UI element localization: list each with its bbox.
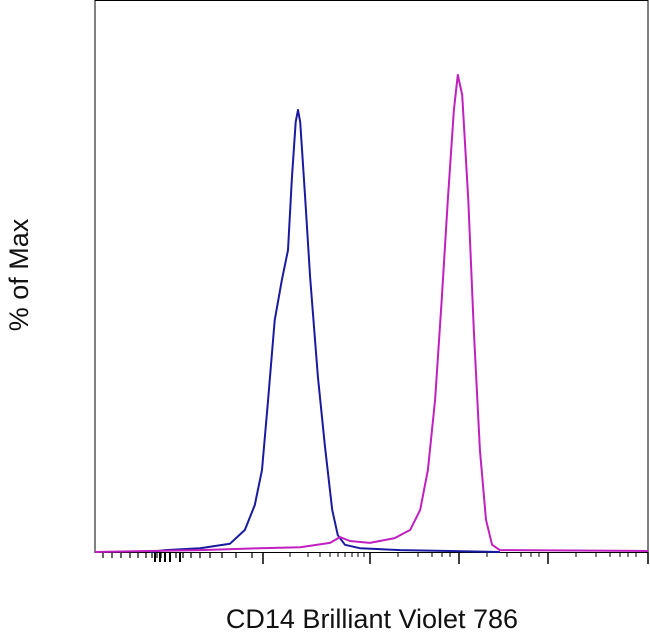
- series-line: [149, 108, 500, 553]
- x-axis-label: CD14 Brilliant Violet 786: [226, 604, 518, 634]
- x-axis-ticks: [102, 552, 649, 564]
- plot-frame: [94, 0, 649, 553]
- y-axis-label: % of Max: [4, 218, 34, 331]
- series-line: [94, 73, 649, 553]
